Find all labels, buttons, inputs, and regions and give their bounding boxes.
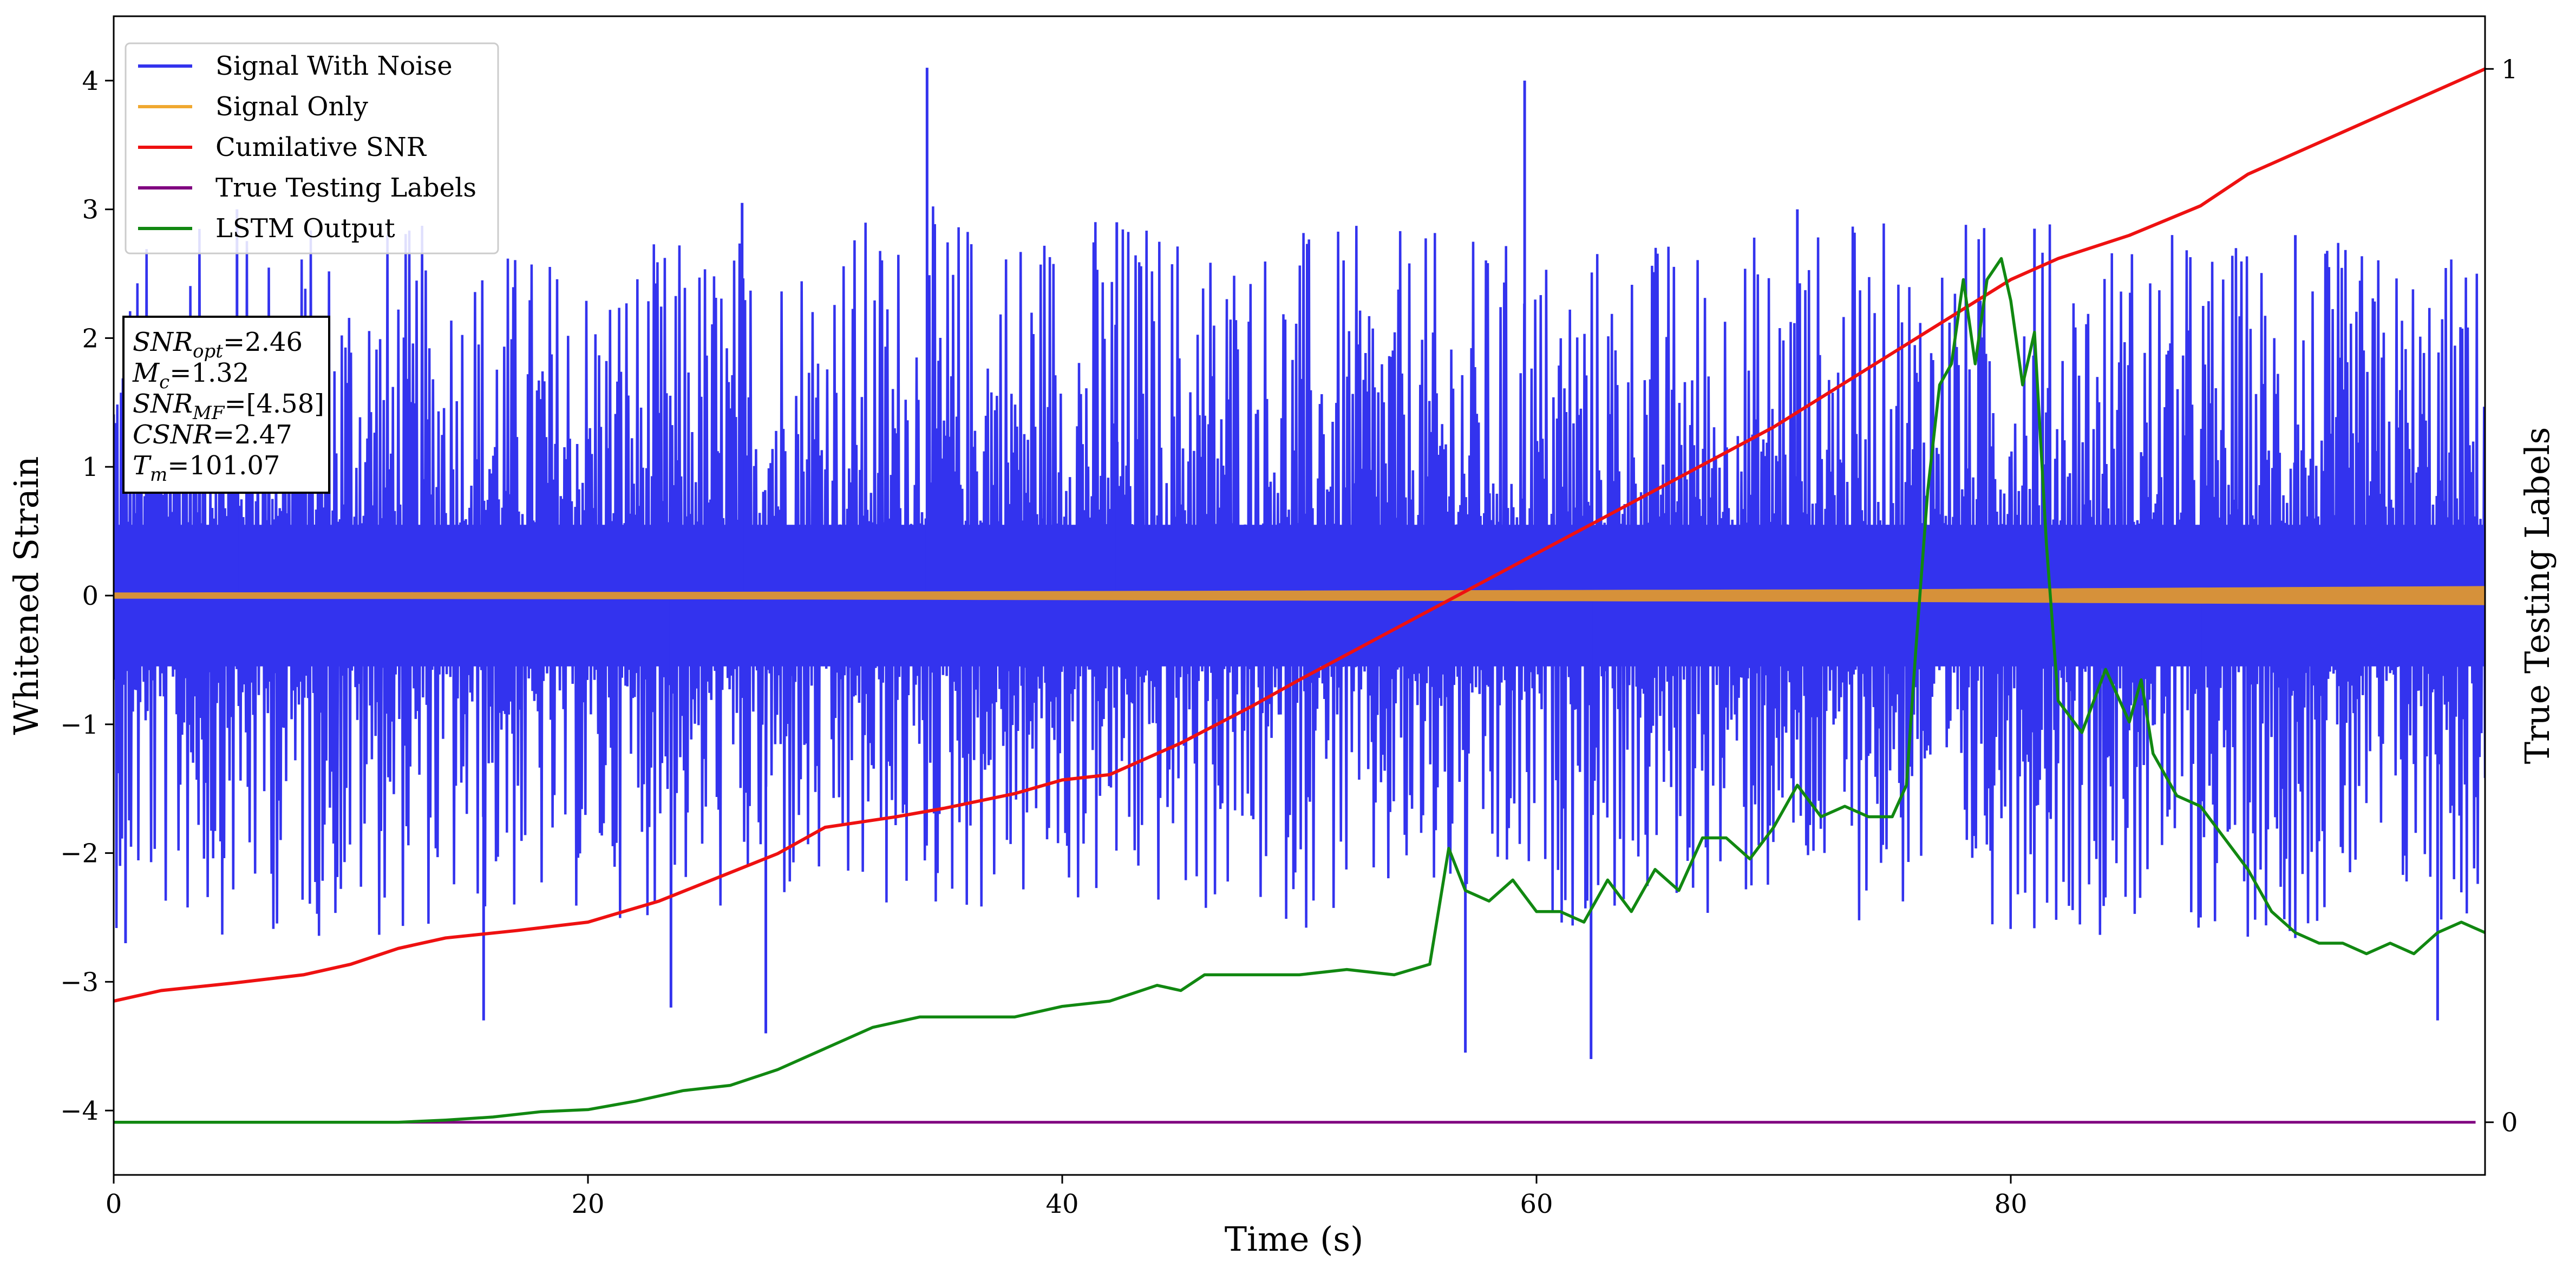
annotation-line: SNRMF=[4.58] (133, 389, 324, 424)
y-tick-label: 2 (82, 323, 99, 354)
y2-tick-label: 1 (2501, 54, 2518, 84)
x-tick-label: 0 (106, 1189, 122, 1219)
y-tick-label: −1 (60, 710, 99, 740)
y-axis-ticks: −4 −3 −2 −1 0 1 2 3 4 (60, 66, 114, 1126)
legend-box (125, 42, 499, 254)
x-axis-label: Time (s) (1225, 1219, 1364, 1259)
series-signal-only (114, 586, 2485, 605)
series-cumulative-snr (114, 67, 2485, 1003)
y2-tick-label: 0 (2501, 1108, 2518, 1138)
y2-axis-ticks: 01 (2485, 54, 2518, 1138)
x-tick-label: 20 (571, 1189, 604, 1219)
y-axis-label: Whitened Strain (6, 456, 46, 735)
series-layer (114, 67, 2485, 1124)
x-tick-label: 80 (1994, 1189, 2027, 1219)
annotation-frame (122, 316, 330, 494)
y-tick-label: −3 (60, 967, 99, 997)
y-tick-label: 3 (82, 195, 99, 225)
legend-entry: Signal Only (215, 92, 368, 122)
y-tick-label: 4 (82, 66, 99, 96)
y-tick-label: −2 (60, 839, 99, 869)
y-tick-label: −4 (60, 1096, 99, 1126)
annotation-line: CSNR=2.47 (133, 420, 292, 450)
x-axis-ticks: 0 20 40 60 80 (106, 1175, 2028, 1219)
y-tick-label: 1 (82, 452, 99, 482)
y2-axis-label: True Testing Labels (2518, 427, 2557, 765)
legend-entry: True Testing Labels (215, 173, 476, 203)
stats-annotation-box: SNRopt=2.46Mc=1.32SNRMF=[4.58]CSNR=2.47T… (122, 316, 330, 494)
x-tick-label: 60 (1520, 1189, 1553, 1219)
series-lstm-output (114, 257, 2485, 1124)
legend: Signal With Noise Signal Only Cumilative S… (125, 42, 499, 254)
legend-entry: Cumilative SNR (215, 132, 427, 162)
annotation-line: SNRopt=2.46 (133, 327, 303, 362)
annotation-line: Tm=101.07 (133, 450, 280, 486)
legend-entry: LSTM Output (215, 213, 395, 244)
x-tick-label: 40 (1045, 1189, 1078, 1219)
legend-entry: Signal With Noise (215, 51, 453, 81)
annotation-line: Mc=1.32 (132, 358, 249, 393)
y-tick-label: 0 (82, 581, 99, 611)
